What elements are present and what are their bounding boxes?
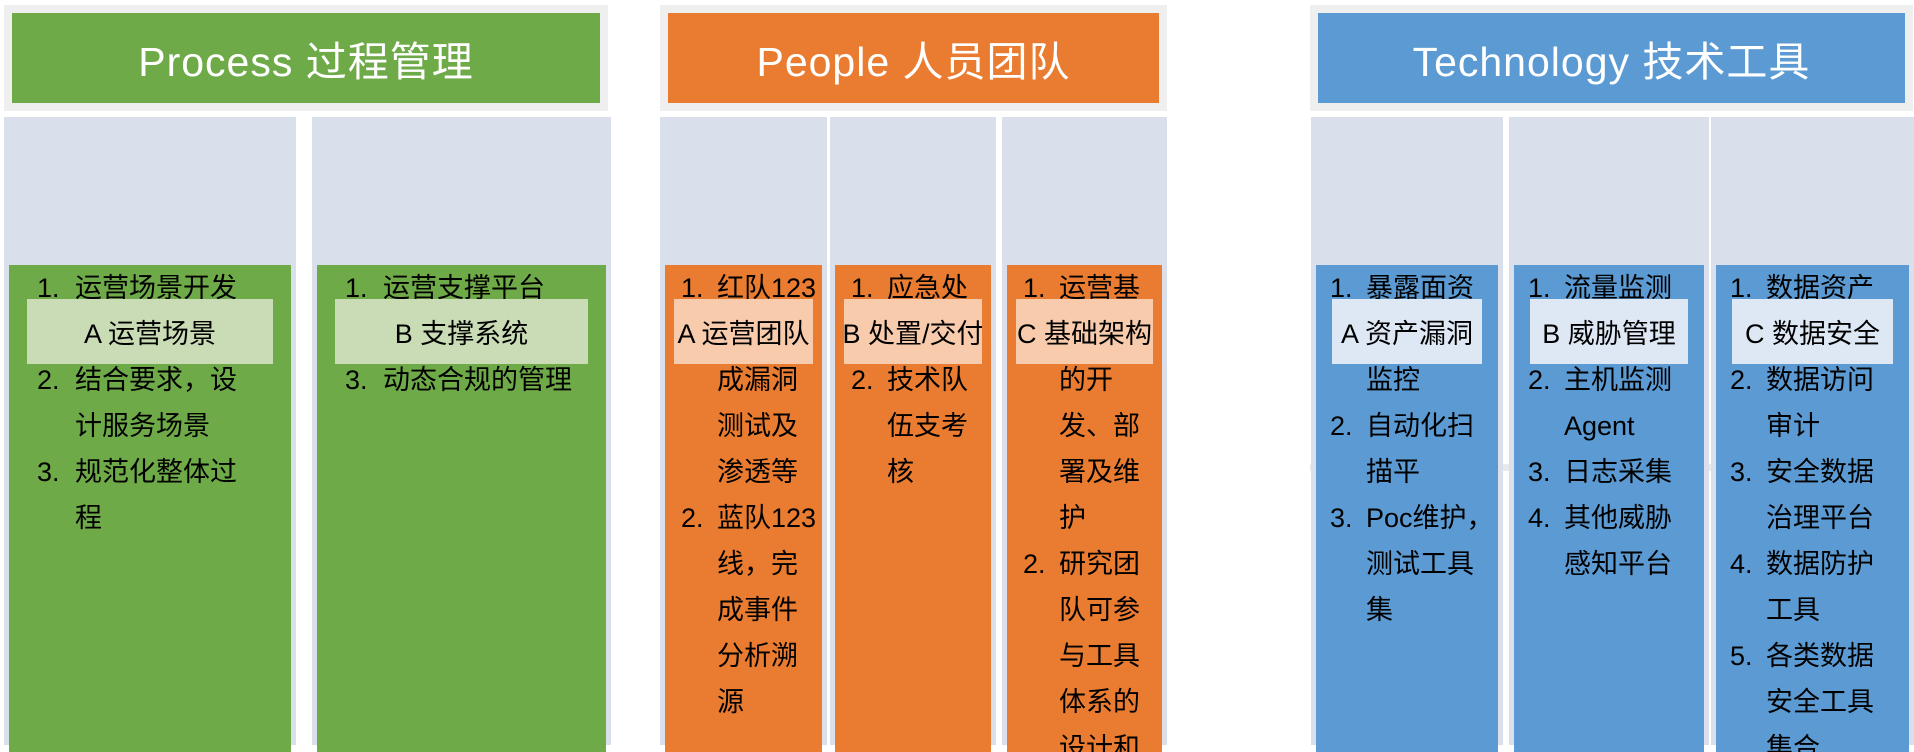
item-number: 1. [345, 273, 368, 303]
column-body: B 支撑系统 1.运营支撑平台2.运营评价平台3.动态合规的管理 [317, 265, 606, 752]
list-item: 2. 技术队伍支考核 [835, 357, 991, 495]
item-number: 3. [1528, 457, 1551, 487]
column-header-label: B 支撑系统 [335, 299, 588, 364]
item-number: 4. [1730, 549, 1753, 579]
item-number: 3. [37, 457, 60, 487]
list-item: 5. 各类数据安全工具集合 [1716, 633, 1909, 752]
process-header-fill: Process 过程管理 [12, 13, 600, 103]
item-text: 蓝队123线，完成事件分析溯源 [717, 503, 817, 717]
list-item: 3. 日志采集 [1514, 449, 1704, 495]
column-body: B 威胁管理 1.流量监测设备2.主机监测Agent3.日志采集4.其他威胁感知… [1514, 265, 1704, 752]
column-people-a: A 运营团队 1.红队123线，完成漏洞测试及渗透等2.蓝队123线，完成事件分… [660, 117, 827, 752]
list-item: 1. 运营支撑平台 [317, 265, 606, 311]
item-text: 主机监测Agent [1564, 365, 1672, 441]
column-body: C 数据安全 1.数据资产管理2.数据访问审计3.安全数据治理平台4.数据防护工… [1716, 265, 1909, 752]
section-title-technology: Technology 技术工具 [1412, 39, 1811, 85]
item-number: 1. [37, 273, 60, 303]
column-technology-b: B 威胁管理 1.流量监测设备2.主机监测Agent3.日志采集4.其他威胁感知… [1509, 117, 1709, 752]
item-text: 各类数据安全工具集合 [1766, 641, 1874, 752]
list-item: 2. 数据访问审计 [1716, 357, 1909, 449]
item-text: 技术队伍支考核 [887, 365, 968, 487]
process-header-banner: Process 过程管理 [4, 5, 608, 111]
item-list: 1.红队123线，完成漏洞测试及渗透等2.蓝队123线，完成事件分析溯源 [665, 265, 822, 725]
item-text: 自动化扫描平 [1366, 411, 1474, 487]
column-body: B 处置/交付 1.应急处置2.技术队伍支考核 [835, 265, 991, 752]
list-item: 2. 研究团队可参与工具体系的设计和验证 [1007, 541, 1162, 752]
column-body: A 运营团队 1.红队123线，完成漏洞测试及渗透等2.蓝队123线，完成事件分… [665, 265, 822, 752]
item-number: 3. [1730, 457, 1753, 487]
column-technology-c: C 数据安全 1.数据资产管理2.数据访问审计3.安全数据治理平台4.数据防护工… [1711, 117, 1914, 752]
list-item: 2. 自动化扫描平 [1316, 403, 1498, 495]
section-title-people: People 人员团队 [756, 39, 1071, 85]
list-item: 2. 结合要求，设计服务场景 [9, 357, 291, 449]
list-item: 4. 其他威胁感知平台 [1514, 495, 1704, 587]
item-text: 运营支撑平台 [383, 273, 545, 303]
item-number: 2. [1330, 411, 1353, 441]
item-number: 1. [1528, 273, 1551, 303]
list-item: 3. 规范化整体过程 [9, 449, 291, 541]
item-number: 2. [681, 503, 704, 533]
people-header-banner: People 人员团队 [660, 5, 1167, 111]
item-number: 5. [1730, 641, 1753, 671]
column-body: C 基础架构 1.运营基础架构的开发、部署及维护2.研究团队可参与工具体系的设计… [1007, 265, 1162, 752]
item-number: 2. [1023, 549, 1046, 579]
item-text: 规范化整体过程 [75, 457, 237, 533]
column-header-label: A 资产漏洞 [1332, 299, 1482, 364]
item-number: 3. [345, 365, 368, 395]
column-people-b: B 处置/交付 1.应急处置2.技术队伍支考核 [830, 117, 996, 752]
item-number: 1. [1330, 273, 1353, 303]
item-number: 2. [1730, 365, 1753, 395]
column-header-label: B 处置/交付 [844, 299, 982, 364]
item-text: 动态合规的管理 [383, 365, 572, 395]
item-number: 2. [1528, 365, 1551, 395]
item-text: 数据访问审计 [1766, 365, 1874, 441]
list-item: 3. Poc维护，测试工具集 [1316, 495, 1498, 633]
item-text: 数据防护工具 [1766, 549, 1874, 625]
item-text: 研究团队可参与工具体系的设计和验证 [1059, 549, 1140, 752]
item-number: 3. [1330, 503, 1353, 533]
item-text: 其他威胁感知平台 [1564, 503, 1672, 579]
column-header-label: C 基础架构 [1016, 299, 1153, 364]
technology-header-banner: Technology 技术工具 [1310, 5, 1913, 111]
list-item: 4. 数据防护工具 [1716, 541, 1909, 633]
list-item: 2. 主机监测Agent [1514, 357, 1704, 449]
item-number: 2. [851, 365, 874, 395]
item-text: Poc维护，测试工具集 [1366, 503, 1494, 625]
section-title-process: Process 过程管理 [138, 39, 474, 85]
item-number: 1. [851, 273, 874, 303]
item-number: 1. [681, 273, 704, 303]
item-text: 日志采集 [1564, 457, 1672, 487]
list-item: 3. 动态合规的管理 [317, 357, 606, 403]
item-text: 安全数据治理平台 [1766, 457, 1874, 533]
list-item: 2. 蓝队123线，完成事件分析溯源 [665, 495, 822, 725]
column-header-label: B 威胁管理 [1530, 299, 1688, 364]
item-number: 1. [1023, 273, 1046, 303]
column-people-c: C 基础架构 1.运营基础架构的开发、部署及维护2.研究团队可参与工具体系的设计… [1002, 117, 1167, 752]
people-header-fill: People 人员团队 [668, 13, 1159, 103]
column-process-b: B 支撑系统 1.运营支撑平台2.运营评价平台3.动态合规的管理 [312, 117, 611, 752]
list-item: 3. 安全数据治理平台 [1716, 449, 1909, 541]
column-header-label: A 运营场景 [27, 299, 273, 364]
column-header-label: C 数据安全 [1732, 299, 1893, 364]
item-number: 1. [1730, 273, 1753, 303]
item-text: 结合要求，设计服务场景 [75, 365, 237, 441]
column-header-label: A 运营团队 [674, 299, 813, 364]
technology-header-fill: Technology 技术工具 [1318, 13, 1905, 103]
item-number: 2. [37, 365, 60, 395]
item-number: 4. [1528, 503, 1551, 533]
